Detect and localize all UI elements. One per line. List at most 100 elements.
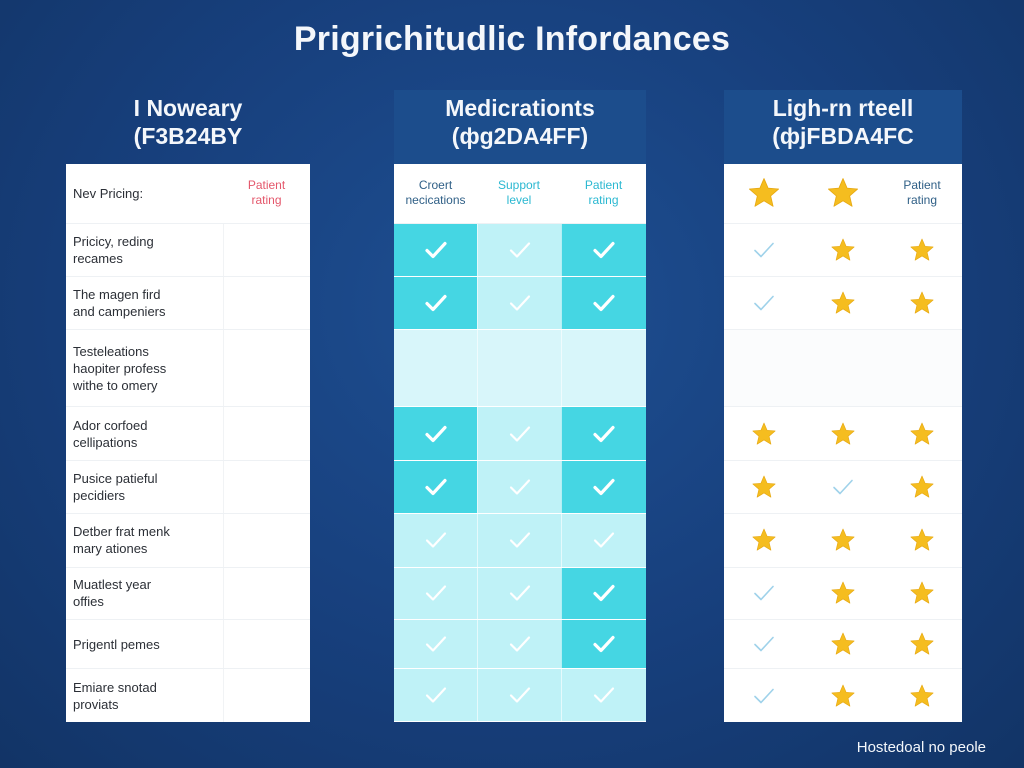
column-header-star xyxy=(724,164,804,223)
medications-table: Croert necications Support level Patient rati… xyxy=(394,164,646,722)
rating-cell xyxy=(223,513,310,567)
table-cell xyxy=(561,407,646,460)
row-label: Pricicy, reding recames xyxy=(73,233,154,266)
panel-header-light: Ligh-rn rteell (фjFBDA4FC xyxy=(724,90,962,164)
panel-title: I Noweary xyxy=(133,95,243,121)
panel-title: Ligh-rn rteell xyxy=(772,95,914,121)
check-outline-icon xyxy=(753,584,775,602)
table-row: Pusice patieful pecidiers xyxy=(66,460,310,514)
table-cell xyxy=(394,620,477,669)
pricing-table: Nev Pricing: Patient rating Pricicy, reding… xyxy=(66,164,310,722)
table-cell xyxy=(394,567,477,620)
check-icon xyxy=(424,478,447,496)
rating-cell xyxy=(223,407,310,460)
star-icon xyxy=(909,527,935,553)
check-icon xyxy=(425,686,447,704)
check-icon xyxy=(509,584,531,602)
check-icon xyxy=(593,635,615,653)
check-outline-icon xyxy=(753,241,775,259)
rating-cell xyxy=(223,460,310,513)
table-header: Croert necications Support level Patient rati… xyxy=(394,164,646,224)
check-icon xyxy=(593,686,615,704)
star-icon xyxy=(909,683,935,709)
table-cell xyxy=(477,620,561,669)
table-row xyxy=(394,669,646,722)
table-cell xyxy=(724,669,804,722)
star-icon xyxy=(830,237,856,263)
table-cell xyxy=(561,669,646,722)
table-cell xyxy=(882,407,962,460)
table-row: Ador corfoed cellipations xyxy=(66,407,310,461)
table-cell xyxy=(477,567,561,620)
check-icon xyxy=(509,241,531,259)
table-cell xyxy=(804,460,882,513)
row-label: Emiare snotad proviats xyxy=(73,679,157,712)
rating-cell xyxy=(223,669,310,722)
table-row xyxy=(724,276,962,331)
table-row xyxy=(724,407,962,461)
check-icon xyxy=(509,478,531,496)
panel-header-noweary: I Noweary (F3B24BY xyxy=(66,90,310,164)
table-cell xyxy=(477,460,561,513)
column-header-star xyxy=(804,164,882,223)
table-cell xyxy=(804,669,882,722)
table-cell xyxy=(882,513,962,567)
check-icon xyxy=(593,241,615,259)
table-cell xyxy=(882,223,962,276)
check-icon xyxy=(425,531,447,549)
check-icon xyxy=(593,478,615,496)
check-icon xyxy=(509,531,531,549)
table-cell xyxy=(394,330,477,407)
star-icon xyxy=(909,474,935,500)
table-row: Pricicy, reding recames xyxy=(66,223,310,277)
table-row: Muatlest year offies xyxy=(66,567,310,621)
table-cell xyxy=(804,330,882,407)
table-row xyxy=(724,330,962,408)
row-label: Muatlest year offies xyxy=(73,577,152,610)
table-cell xyxy=(882,276,962,330)
table-row: Detber frat menk mary ationes xyxy=(66,513,310,568)
table-cell xyxy=(724,407,804,460)
star-icon xyxy=(830,421,856,447)
panel-subtitle: (фjFBDA4FC xyxy=(772,123,914,149)
table-cell xyxy=(477,669,561,722)
rating-cell xyxy=(223,330,310,407)
table-cell xyxy=(561,567,646,620)
star-icon xyxy=(830,290,856,316)
table-cell xyxy=(882,567,962,620)
row-label: Pusice patieful pecidiers xyxy=(73,470,158,503)
table-row xyxy=(724,620,962,670)
star-icon xyxy=(830,580,856,606)
star-icon xyxy=(909,290,935,316)
panel-header-medications: Medicrationts (фg2DA4FF) xyxy=(394,90,646,164)
check-icon xyxy=(509,425,531,443)
table-cell xyxy=(804,223,882,276)
table-cell xyxy=(804,276,882,330)
table-cell xyxy=(477,513,561,567)
panel-subtitle: (F3B24BY xyxy=(133,123,243,149)
table-cell xyxy=(394,460,477,513)
star-icon xyxy=(826,176,860,210)
table-row xyxy=(394,407,646,461)
star-icon xyxy=(747,176,781,210)
table-row xyxy=(724,669,962,722)
table-row xyxy=(394,330,646,408)
table-cell xyxy=(394,276,477,330)
check-icon xyxy=(509,686,531,704)
table-row: Emiare snotad proviats xyxy=(66,669,310,722)
table-row: Prigentl pemes xyxy=(66,620,310,670)
table-row xyxy=(394,460,646,514)
check-outline-icon xyxy=(753,687,775,705)
column-header-patient-rating: Patient rating xyxy=(247,178,286,208)
table-cell xyxy=(477,330,561,407)
star-icon xyxy=(751,474,777,500)
star-icon xyxy=(909,421,935,447)
table-cell xyxy=(724,513,804,567)
table-cell xyxy=(804,567,882,620)
rating-cell xyxy=(223,567,310,620)
table-header: Nev Pricing: Patient rating xyxy=(66,164,310,224)
table-header: Patient rating xyxy=(724,164,962,224)
check-icon xyxy=(425,584,447,602)
table-row xyxy=(394,276,646,331)
column-header: Support level xyxy=(497,178,541,208)
